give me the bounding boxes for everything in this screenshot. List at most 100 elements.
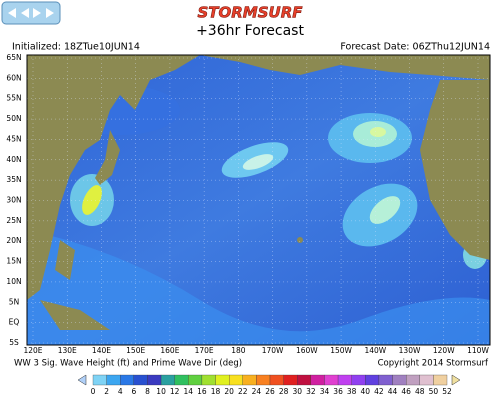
lat-label: 45N [6, 134, 21, 143]
hawaii [297, 237, 303, 243]
colorbar-swatch [92, 374, 107, 386]
lon-labels: 120E 130E 140E 150E 160E 170E 180 170W 160W 150W 1… [23, 346, 489, 355]
colorbar-swatch [351, 374, 366, 386]
colorbar-label: 12 [170, 387, 180, 396]
colorbar-swatch [324, 374, 339, 386]
colorbar-arrow-high [451, 374, 461, 386]
colorbar-swatch [242, 374, 257, 386]
colorbar-label: 50 [429, 387, 439, 396]
colorbar-label: 22 [238, 387, 248, 396]
lon-label: 170E [195, 346, 214, 355]
nav-frame[interactable] [1, 1, 61, 25]
lon-label: 160E [160, 346, 179, 355]
lat-label: 55N [6, 94, 21, 103]
colorbar-label: 30 [292, 387, 302, 396]
colorbar-label: 26 [265, 387, 275, 396]
colorbar-label: 16 [197, 387, 207, 396]
colorbar-label: 6 [131, 387, 136, 396]
lat-label: 10N [6, 277, 21, 286]
lon-label: 130E [58, 346, 77, 355]
lat-label: 35N [6, 175, 21, 184]
colorbar-label: 52 [442, 387, 452, 396]
colorbar-arrow-low [77, 374, 87, 386]
colorbar-swatch [229, 374, 243, 386]
nav-buttons[interactable] [1, 1, 61, 25]
colorbar-label: 46 [401, 387, 411, 396]
alaska [200, 55, 490, 80]
lat-label: 25N [6, 216, 21, 225]
lon-label: 120W [433, 346, 455, 355]
lon-label: 140E [92, 346, 111, 355]
colorbar-swatch [120, 374, 134, 386]
lon-label: 110W [467, 346, 489, 355]
nav-first[interactable] [8, 8, 16, 18]
lat-labels: 65N 60N 55N 50N 45N 40N 35N 30N 25N 20N 15N 10N 5N EQ… [6, 53, 21, 347]
swell-peak [370, 127, 386, 137]
lon-label: 170W [262, 346, 284, 355]
islands [40, 240, 110, 330]
map [27, 55, 490, 345]
colorbar-swatch [283, 374, 298, 386]
nav-next[interactable] [33, 8, 41, 18]
colorbar: 0 2 4 6 8 10 12 14 16 18 20 22 24 26 28 30 32 34 36 38 40 42 4… [77, 374, 461, 396]
title: +36hr Forecast [196, 23, 304, 39]
lon-label: 130W [399, 346, 421, 355]
colorbar-label: 8 [145, 387, 150, 396]
lon-label: 160W [296, 346, 318, 355]
colorbar-label: 10 [156, 387, 166, 396]
lat-label: 50N [6, 114, 21, 123]
colorbar-swatch [378, 374, 393, 386]
lat-label: EQ [9, 318, 20, 327]
colorbar-swatch [215, 374, 230, 386]
asia [27, 55, 200, 300]
colorbar-swatch [188, 374, 203, 386]
colorbar-label: 48 [415, 387, 425, 396]
initialized: Initialized: 18ZTue10JUN14 [12, 42, 140, 53]
lon-label: 180 [231, 346, 246, 355]
logo: STORMSURF [197, 4, 303, 22]
colorbar-label: 18 [211, 387, 221, 396]
colorbar-swatch [337, 374, 352, 386]
lat-label: 5S [9, 338, 19, 347]
lat-label: 40N [6, 155, 21, 164]
colorbar-swatch [419, 374, 434, 386]
colorbar-label: 42 [374, 387, 384, 396]
swell-peak [242, 154, 274, 170]
colorbar-label: 24 [252, 387, 262, 396]
graticule [27, 55, 490, 345]
colorbar-swatch [433, 374, 448, 386]
colorbar-swatch [256, 374, 271, 386]
copyright: Copyright 2014 Stormsurf [378, 359, 489, 369]
colorbar-swatch [174, 374, 189, 386]
colorbar-label: 0 [91, 387, 96, 396]
colorbar-swatch [133, 374, 148, 386]
nav-prev[interactable] [21, 8, 29, 18]
swell-zone [27, 230, 490, 345]
colorbar-swatch [392, 374, 407, 386]
colorbar-label: 34 [320, 387, 330, 396]
colorbar-label: 14 [184, 387, 194, 396]
lon-label: 140W [364, 346, 386, 355]
colorbar-swatch [201, 374, 216, 386]
colorbar-label: 28 [279, 387, 289, 396]
lat-label: 30N [6, 196, 21, 205]
colorbar-swatch [297, 374, 311, 386]
colorbar-label: 40 [361, 387, 371, 396]
nav-last[interactable] [46, 8, 54, 18]
colorbar-label: 20 [224, 387, 234, 396]
colorbar-swatch [269, 374, 284, 386]
swell-peak [369, 196, 401, 224]
colorbar-label: 38 [347, 387, 357, 396]
colorbar-swatch [406, 374, 420, 386]
caption: WW 3 Sig. Wave Height (ft) and Prime Wav… [14, 359, 242, 369]
colorbar-swatch [147, 374, 162, 386]
colorbar-swatch [365, 374, 380, 386]
map-frame [26, 54, 491, 346]
lon-label: 120E [23, 346, 42, 355]
lat-label: 5N [9, 297, 19, 306]
colorbar-label: 32 [306, 387, 316, 396]
colorbar-label: 4 [118, 387, 123, 396]
lat-label: 15N [6, 257, 21, 266]
swell-peak [82, 185, 102, 215]
